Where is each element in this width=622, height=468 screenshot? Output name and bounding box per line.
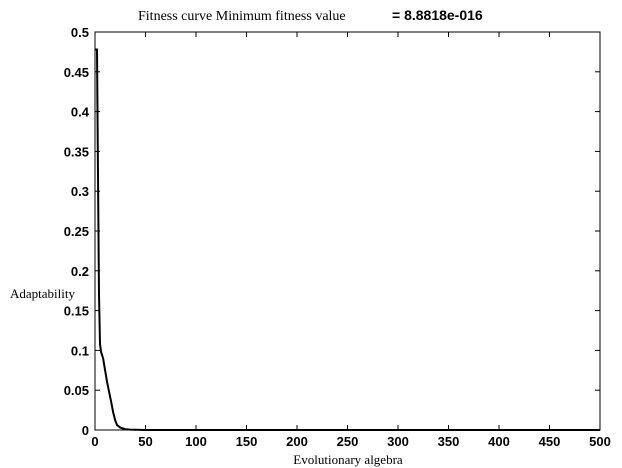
x-tick-label-350: 350 — [438, 434, 460, 449]
plot-frame — [94, 31, 601, 431]
x-tick-label-100: 100 — [185, 434, 207, 449]
x-tick-label-0: 0 — [91, 434, 98, 449]
x-axis-label: Evolutionary algebra — [293, 452, 403, 467]
x-tick-label-400: 400 — [488, 434, 510, 449]
y-tick-label-0: 0 — [82, 423, 89, 438]
series-line-0 — [95, 48, 600, 431]
y-tick-label-0.25: 0.25 — [64, 224, 89, 239]
y-tick-label-0.05: 0.05 — [64, 383, 89, 398]
x-tick-label-50: 50 — [138, 434, 152, 449]
chart-title-value: = 8.8818e-016 — [392, 7, 483, 23]
y-tick-label-0.5: 0.5 — [71, 25, 89, 40]
y-tick-label-0.3: 0.3 — [71, 184, 89, 199]
x-tick-label-300: 300 — [387, 434, 409, 449]
chart-title-text: Fitness curve Minimum fitness value — [138, 9, 346, 24]
y-tick-label-0.1: 0.1 — [71, 343, 89, 358]
y-tick-label-0.35: 0.35 — [64, 144, 89, 159]
y-axis-label: Adaptability — [10, 286, 75, 301]
x-tick-label-450: 450 — [539, 434, 561, 449]
chart-title: Fitness curve Minimum fitness value = 8.… — [138, 7, 483, 24]
plot-area: 0 50 100 150 200 250 300 350 400 450 500 0 0.05 0.1 0.… — [64, 25, 611, 449]
x-tick-label-150: 150 — [236, 434, 258, 449]
x-tick-label-500: 500 — [589, 434, 611, 449]
y-tick-label-0.2: 0.2 — [71, 264, 89, 279]
y-tick-label-0.15: 0.15 — [64, 304, 89, 319]
x-tick-label-200: 200 — [286, 434, 308, 449]
y-tick-label-0.45: 0.45 — [64, 65, 89, 80]
x-tick-label-250: 250 — [337, 434, 359, 449]
y-tick-label-0.4: 0.4 — [71, 105, 90, 120]
